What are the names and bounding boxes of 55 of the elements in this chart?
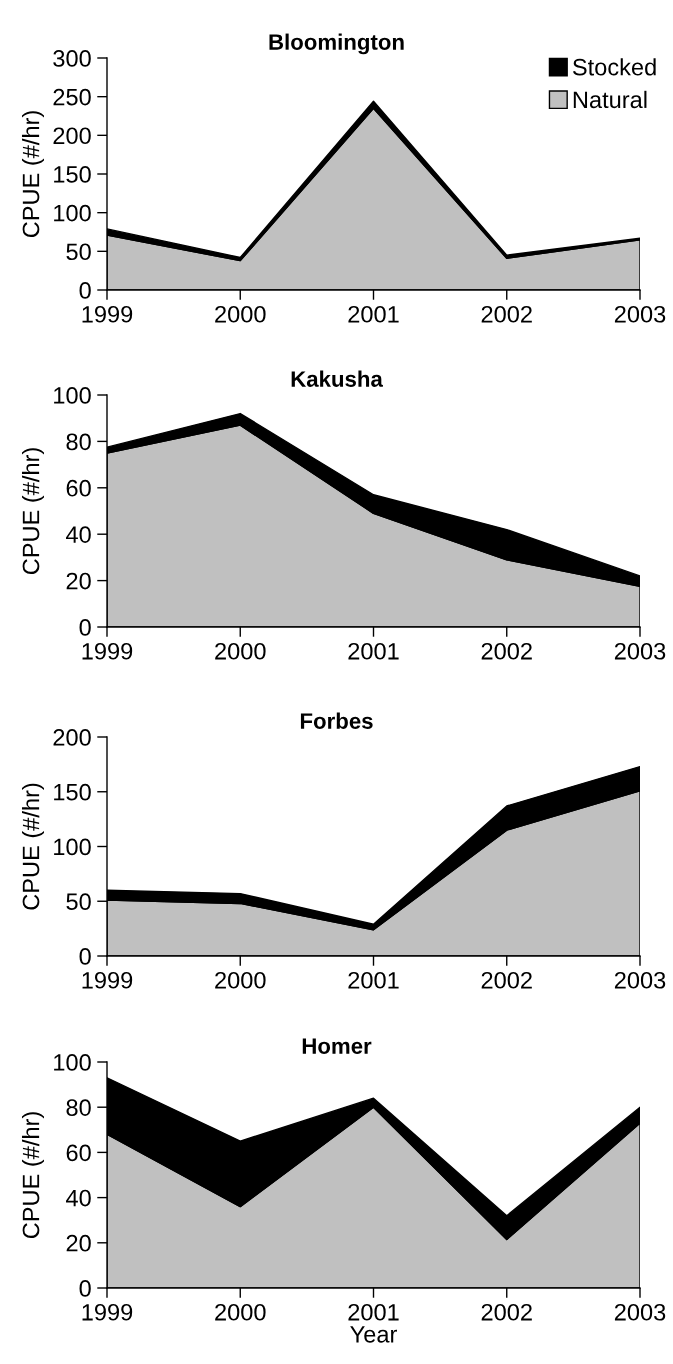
x-tick-label: 2001 <box>348 971 399 989</box>
y-tick-label: 50 <box>66 243 91 261</box>
y-tick-label: 100 <box>54 387 91 404</box>
y-tick-label: 0 <box>79 282 91 299</box>
x-axis-title: Year <box>350 1326 397 1343</box>
x-tick-label: 2002 <box>481 305 532 323</box>
y-tick-label: 100 <box>54 838 91 856</box>
x-tick-label: 2002 <box>481 642 532 660</box>
x-tick-label: 2003 <box>614 642 666 660</box>
x-tick-label: 2000 <box>215 971 266 989</box>
y-tick-label: 150 <box>54 783 91 801</box>
legend-label: Stocked <box>572 58 656 76</box>
y-tick-label: 0 <box>79 1280 91 1297</box>
chart-title: Homer <box>302 1038 372 1054</box>
x-tick-label: 1999 <box>82 971 133 989</box>
y-tick-label: 80 <box>66 1099 91 1116</box>
y-tick-label: 40 <box>66 1189 91 1207</box>
y-tick-label: 60 <box>66 1144 91 1162</box>
x-tick-label: 2001 <box>348 305 399 323</box>
x-tick-label: 2001 <box>348 1303 399 1321</box>
x-tick-label: 2002 <box>481 971 532 989</box>
y-tick-label: 100 <box>54 1054 91 1071</box>
x-tick-label: 2003 <box>614 971 666 989</box>
x-tick-label: 1999 <box>82 1303 133 1321</box>
x-tick-label: 2000 <box>215 305 266 323</box>
y-tick-label: 0 <box>79 619 91 636</box>
chart-title: Bloomington <box>269 33 404 55</box>
y-axis-title: CPUE (#/hr) <box>21 448 44 575</box>
y-tick-label: 150 <box>54 166 91 183</box>
y-tick-label: 200 <box>53 729 91 746</box>
y-tick-label: 60 <box>66 479 91 497</box>
y-tick-label: 50 <box>66 893 91 911</box>
x-tick-label: 2003 <box>614 1303 666 1321</box>
y-tick-label: 20 <box>66 1234 91 1252</box>
y-axis-title: CPUE (#/hr) <box>21 1112 44 1239</box>
y-tick-label: 20 <box>66 572 91 590</box>
y-tick-label: 80 <box>66 433 91 451</box>
x-tick-label: 2003 <box>614 305 666 323</box>
chart-title: Kakusha <box>291 370 383 387</box>
y-tick-label: 200 <box>53 127 91 145</box>
y-tick-label: 100 <box>54 204 91 222</box>
legend-label: Natural <box>573 90 647 109</box>
y-axis-title: CPUE (#/hr) <box>21 783 44 910</box>
y-tick-label: 250 <box>53 88 91 106</box>
y-axis-title: CPUE (#/hr) <box>21 111 44 238</box>
x-tick-label: 1999 <box>82 642 133 660</box>
y-tick-label: 0 <box>79 948 91 965</box>
chart-title: Forbes <box>300 712 373 729</box>
x-tick-label: 2000 <box>215 1303 266 1321</box>
y-tick-label: 300 <box>53 50 91 67</box>
x-tick-label: 1999 <box>82 305 133 323</box>
x-tick-label: 2002 <box>481 1303 532 1321</box>
x-tick-label: 2001 <box>348 642 399 660</box>
y-tick-label: 40 <box>66 526 91 543</box>
x-tick-label: 2000 <box>215 642 266 660</box>
